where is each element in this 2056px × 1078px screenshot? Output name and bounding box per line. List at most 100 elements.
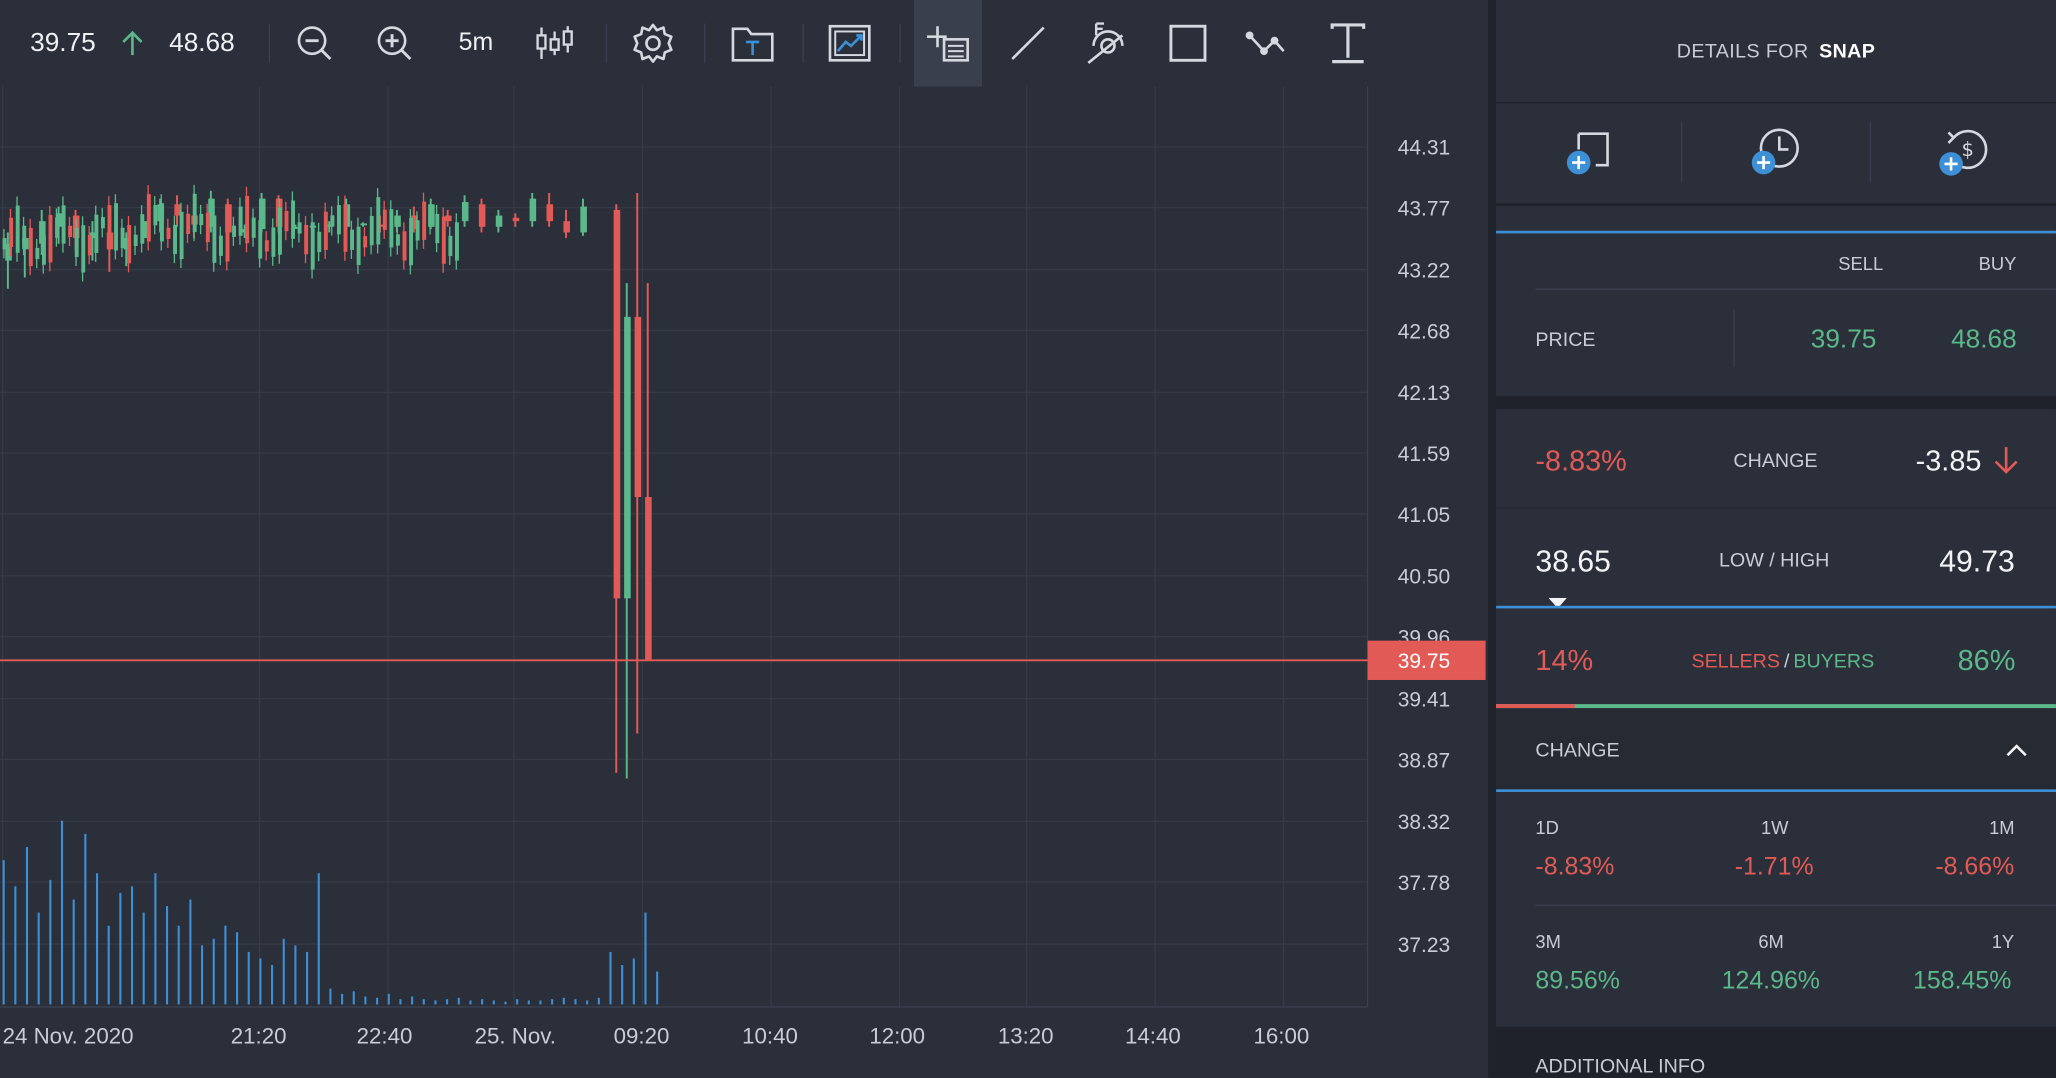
rectangle-tool-icon[interactable] bbox=[1162, 0, 1214, 87]
candle-body bbox=[81, 225, 86, 273]
candle-body bbox=[323, 211, 328, 250]
candle-body bbox=[258, 220, 263, 259]
candle-body bbox=[461, 202, 469, 222]
candle-body bbox=[89, 232, 97, 239]
sell-price[interactable]: 39.75 bbox=[1810, 325, 1877, 355]
candle-body bbox=[15, 205, 20, 253]
volume-bar bbox=[481, 999, 484, 1005]
candle-body bbox=[343, 204, 348, 252]
arrow-down-icon bbox=[1992, 444, 2021, 482]
candle-body bbox=[74, 227, 79, 258]
x-tick-label: 24 Nov. 2020 bbox=[3, 1024, 134, 1049]
candle-body bbox=[218, 235, 223, 256]
add-alert-button[interactable] bbox=[1496, 104, 1682, 204]
volume-bar bbox=[422, 999, 425, 1005]
volume-bar bbox=[154, 873, 157, 1005]
text-tool-icon[interactable] bbox=[1322, 0, 1374, 87]
volume-bar bbox=[516, 999, 519, 1005]
candle-body bbox=[411, 215, 418, 230]
y-tick-label: 42.68 bbox=[1398, 320, 1450, 343]
line-tool-icon[interactable] bbox=[1002, 0, 1054, 87]
candle-body bbox=[377, 224, 384, 227]
crosshair-list-icon[interactable] bbox=[913, 0, 983, 87]
caret-down-icon bbox=[1548, 593, 1567, 617]
x-tick-label: 14:40 bbox=[1125, 1024, 1181, 1049]
volume-bar bbox=[49, 879, 52, 1005]
candle-body bbox=[245, 195, 250, 244]
candle-body bbox=[173, 224, 178, 255]
add-timed-alert-icon bbox=[1748, 124, 1803, 183]
candle-body bbox=[356, 226, 361, 266]
low-high-label: LOW / HIGH bbox=[1718, 549, 1830, 572]
volume-bar bbox=[364, 996, 367, 1005]
x-tick-label: 13:20 bbox=[998, 1024, 1054, 1049]
candle-body bbox=[428, 214, 433, 226]
chevron-up-icon[interactable] bbox=[2005, 741, 2029, 765]
volume-bar bbox=[411, 996, 414, 1005]
buy-price[interactable]: 48.68 bbox=[1951, 325, 2017, 355]
candlestick-icon[interactable] bbox=[530, 0, 580, 87]
candle-body bbox=[271, 227, 276, 257]
timeframe-button[interactable]: 5m bbox=[458, 28, 494, 57]
chart-canvas[interactable]: 44.31 43.77 43.22 42.68 42.13 41.59 41.05 40.50… bbox=[0, 86, 1488, 1068]
chart-image-icon[interactable] bbox=[823, 0, 875, 87]
volume-bar bbox=[504, 1001, 507, 1005]
candle-body bbox=[123, 238, 131, 250]
candle-body bbox=[68, 225, 73, 237]
candle-body bbox=[146, 194, 151, 242]
buyers-label: BUYERS bbox=[1793, 650, 1875, 673]
volume-bar bbox=[259, 958, 262, 1005]
candle-body bbox=[441, 216, 446, 264]
volume-bar bbox=[25, 847, 29, 1005]
change-value: -8.83% bbox=[1535, 853, 1615, 882]
volume-bar bbox=[644, 912, 647, 1005]
additional-info-label: ADDITIONAL INFO bbox=[1535, 1055, 1706, 1078]
candle-body bbox=[94, 214, 99, 253]
panel-divider[interactable] bbox=[1488, 0, 1497, 1078]
candle-body bbox=[127, 225, 132, 264]
zoom-in-icon[interactable] bbox=[371, 0, 418, 87]
volume-bar bbox=[446, 999, 449, 1005]
candle-body bbox=[350, 229, 355, 250]
volume-bar bbox=[632, 958, 635, 1005]
price-chart[interactable]: 44.31 43.77 43.22 42.68 42.13 41.59 41.05 40.50… bbox=[0, 86, 1489, 1068]
text-template-icon[interactable] bbox=[726, 0, 778, 87]
fibonacci-icon[interactable] bbox=[1080, 0, 1132, 87]
sell-header: SELL bbox=[1838, 253, 1884, 275]
divider bbox=[1535, 288, 2056, 290]
candle-body bbox=[212, 215, 217, 263]
sentiment-bar bbox=[1496, 704, 2056, 709]
change-value: -8.66% bbox=[1935, 853, 2015, 882]
zoom-out-icon[interactable] bbox=[291, 0, 338, 87]
y-tick-label: 43.22 bbox=[1398, 259, 1450, 282]
add-timed-alert-button[interactable] bbox=[1682, 104, 1868, 204]
path-tool-icon[interactable] bbox=[1240, 0, 1292, 87]
buy-header: BUY bbox=[1978, 253, 2017, 275]
gear-icon[interactable] bbox=[628, 0, 678, 87]
volume-bar bbox=[527, 1000, 530, 1005]
period-label: 3M bbox=[1535, 930, 1561, 952]
candle-body bbox=[563, 221, 570, 233]
candle-body bbox=[199, 213, 204, 226]
x-tick-label: 12:00 bbox=[869, 1024, 925, 1049]
candle-body bbox=[402, 231, 407, 261]
additional-info-section[interactable]: ADDITIONAL INFO bbox=[1496, 1026, 2056, 1078]
add-price-alert-button[interactable]: $ bbox=[1870, 104, 2056, 204]
details-panel: DETAILS FOR SNAP $ S bbox=[1496, 0, 2056, 1078]
volume-bar bbox=[609, 951, 612, 1005]
volume-bar bbox=[142, 912, 145, 1005]
candle-body bbox=[87, 235, 92, 256]
candle-body bbox=[2, 238, 7, 250]
low-high-bar bbox=[1496, 605, 2056, 609]
volume-bar bbox=[165, 906, 169, 1005]
y-tick-label: 37.78 bbox=[1398, 872, 1450, 895]
buyers-percent: 86% bbox=[1957, 643, 2016, 677]
candle-body bbox=[415, 220, 420, 241]
volume-bar bbox=[434, 1000, 437, 1005]
x-tick-label: 22:40 bbox=[357, 1024, 413, 1049]
svg-text:$: $ bbox=[1962, 137, 1975, 160]
volume-bar bbox=[37, 912, 40, 1005]
candle-body bbox=[376, 197, 381, 245]
change-value: 124.96% bbox=[1721, 967, 1820, 996]
change-section-header[interactable]: CHANGE bbox=[1496, 709, 2056, 790]
